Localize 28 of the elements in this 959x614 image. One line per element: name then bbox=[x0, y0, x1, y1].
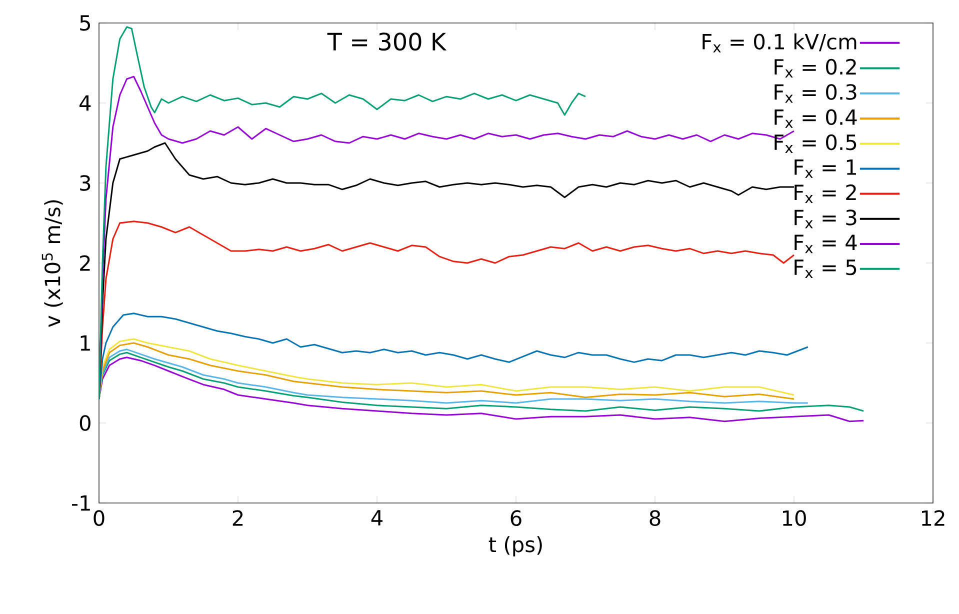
legend-label: F$_{x}$ = 0.3 bbox=[774, 84, 856, 103]
legend-label: F$_{x}$ = 3 bbox=[794, 210, 856, 228]
legend-label: F$_{x}$ = 1 bbox=[794, 160, 856, 178]
x-tick-label: 0 bbox=[94, 510, 104, 526]
x-axis-title: t (ps) bbox=[488, 536, 542, 556]
legend-label: F$_{x}$ = 0.2 bbox=[774, 58, 856, 78]
legend-label: F$_{x}$ = 0.1 kV/cm bbox=[702, 33, 856, 52]
x-tick-label: 10 bbox=[782, 510, 806, 526]
legend-label: F$_{x}$ = 5 bbox=[794, 260, 856, 278]
x-tick-label: 6 bbox=[510, 510, 522, 526]
legend-label: F$_{x}$ = 4 bbox=[794, 234, 857, 254]
x-tick-label: 2 bbox=[232, 510, 243, 526]
x-tick-label: 12 bbox=[922, 510, 944, 526]
y-tick-label: 4 bbox=[80, 95, 91, 111]
y-tick-label: 1 bbox=[80, 335, 90, 351]
y-tick-label: 3 bbox=[80, 175, 90, 191]
line-series bbox=[99, 348, 809, 404]
legend-label: F$_{x}$ = 0.5 bbox=[774, 134, 856, 154]
legend-label: F$_{x}$ = 2 bbox=[794, 184, 856, 204]
y-tick-label: 5 bbox=[80, 15, 90, 31]
y-axis-title: v (x10$^{5}$ m/s) bbox=[42, 200, 63, 327]
y-tick-label: 2 bbox=[80, 255, 90, 271]
legend-label: F$_{x}$ = 0.4 bbox=[774, 109, 857, 128]
y-tick-label: 0 bbox=[80, 415, 90, 431]
y-tick-label: -1 bbox=[72, 495, 90, 511]
annotation: T = 300 K bbox=[327, 32, 447, 51]
x-tick-label: 4 bbox=[371, 510, 382, 526]
x-tick-label: 8 bbox=[650, 510, 660, 526]
